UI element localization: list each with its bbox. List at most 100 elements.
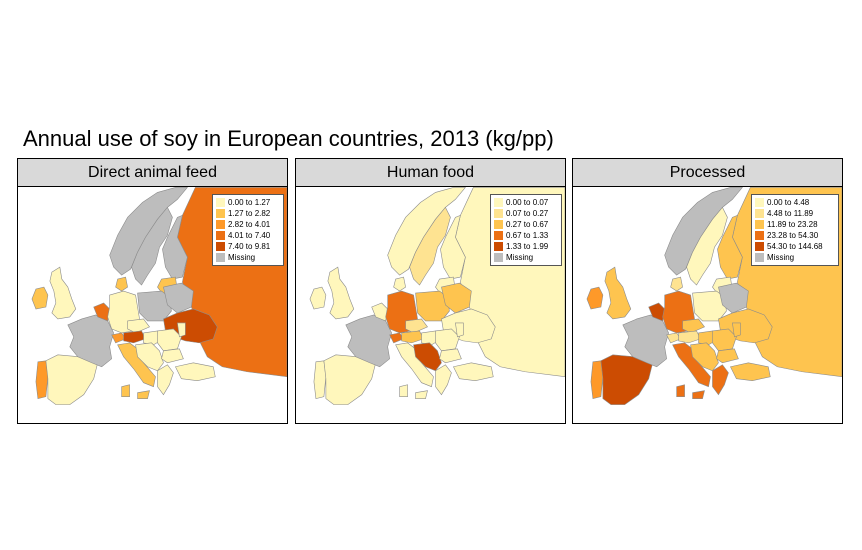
country-czechia (405, 318, 428, 334)
country-poland (137, 290, 172, 322)
legend-label: 0.00 to 4.48 (767, 198, 810, 207)
country-france (67, 314, 114, 368)
legend-label: 11.89 to 23.28 (767, 220, 818, 229)
panel-strip-label: Human food (296, 159, 565, 187)
legend-swatch (755, 209, 764, 218)
country-italy (395, 342, 434, 399)
country-turkey (452, 362, 494, 382)
country-austria (401, 330, 424, 344)
country-greece (712, 364, 729, 396)
legend-entry: Missing (216, 252, 280, 263)
legend-entry: 0.00 to 4.48 (755, 197, 835, 208)
legend-entry: Missing (494, 252, 558, 263)
country-italy (117, 342, 156, 399)
country-portugal (590, 360, 604, 400)
map-legend: 0.00 to 1.27 1.27 to 2.82 2.82 to 4.01 4.01… (212, 194, 284, 266)
country-portugal (35, 360, 49, 400)
country-belarus (441, 282, 472, 314)
country-czechia (127, 318, 150, 334)
legend-entry: 0.67 to 1.33 (494, 230, 558, 241)
legend-entry: Missing (755, 252, 835, 263)
legend-entry: 11.89 to 23.28 (755, 219, 835, 230)
legend-label: 23.28 to 54.30 (767, 231, 819, 240)
country-turkey (729, 362, 771, 382)
legend-swatch (216, 209, 225, 218)
legend-swatch (755, 220, 764, 229)
legend-swatch (755, 198, 764, 207)
legend-label: 0.00 to 1.27 (228, 198, 271, 207)
legend-swatch (216, 220, 225, 229)
country-sweden (131, 206, 173, 286)
country-moldova (455, 322, 464, 338)
legend-swatch (494, 220, 503, 229)
legend-label: Missing (506, 253, 534, 262)
panel-strip-label: Direct animal feed (18, 159, 287, 187)
country-belarus (163, 282, 194, 314)
legend-entry: 54.30 to 144.68 (755, 241, 835, 252)
legend-swatch (216, 242, 225, 251)
country-greece (435, 364, 452, 396)
legend-swatch (755, 253, 764, 262)
country-finland (162, 214, 188, 280)
legend-swatch (494, 253, 503, 262)
legend-label: 0.07 to 0.27 (506, 209, 549, 218)
country-austria (123, 330, 146, 344)
country-balkans (135, 342, 164, 372)
legend-swatch (216, 253, 225, 262)
legend-entry: 23.28 to 54.30 (755, 230, 835, 241)
country-czechia (682, 318, 705, 334)
map-legend: 0.00 to 4.48 4.48 to 11.89 11.89 to 23.28 2… (751, 194, 839, 266)
map-title: Annual use of soy in European countries,… (23, 126, 554, 151)
legend-swatch (494, 209, 503, 218)
country-portugal (313, 360, 327, 400)
country-turkey (174, 362, 216, 382)
panel-direct-animal-feed: Direct animal feed 0.00 to 1.27 1.27 to 2… (17, 158, 288, 424)
country-spain (323, 354, 377, 405)
country-balkans (690, 342, 719, 372)
legend-entry: 7.40 to 9.81 (216, 241, 280, 252)
country-moldova (177, 322, 186, 338)
legend-swatch (755, 231, 764, 240)
legend-entry: 1.33 to 1.99 (494, 241, 558, 252)
country-ireland (31, 286, 49, 310)
legend-label: 0.27 to 0.67 (506, 220, 549, 229)
legend-entry: 4.48 to 11.89 (755, 208, 835, 219)
legend-label: 54.30 to 144.68 (767, 242, 823, 251)
country-bulgaria (439, 348, 462, 364)
country-denmark (670, 276, 683, 292)
country-austria (678, 330, 701, 344)
country-finland (717, 214, 743, 280)
country-sweden (409, 206, 451, 286)
country-finland (440, 214, 466, 280)
country-united-kingdom (327, 266, 355, 320)
legend-label: Missing (228, 253, 256, 262)
legend-swatch (494, 242, 503, 251)
country-moldova (732, 322, 741, 338)
legend-entry: 4.01 to 7.40 (216, 230, 280, 241)
legend-label: 4.01 to 7.40 (228, 231, 271, 240)
legend-label: 1.27 to 2.82 (228, 209, 271, 218)
panel-strip-label: Processed (573, 159, 842, 187)
country-united-kingdom (604, 266, 632, 320)
country-greece (157, 364, 174, 396)
country-spain (600, 354, 654, 405)
legend-entry: 1.27 to 2.82 (216, 208, 280, 219)
panel-human-food: Human food 0.00 to 0.07 0.07 to 0.27 0.27 … (295, 158, 566, 424)
legend-entry: 0.00 to 1.27 (216, 197, 280, 208)
legend-entry: 2.82 to 4.01 (216, 219, 280, 230)
country-belarus (718, 282, 749, 314)
country-france (345, 314, 392, 368)
country-poland (415, 290, 450, 322)
legend-swatch (494, 231, 503, 240)
country-ireland (586, 286, 604, 310)
legend-label: 1.33 to 1.99 (506, 242, 549, 251)
country-ireland (309, 286, 327, 310)
country-spain (45, 354, 99, 405)
legend-entry: 0.07 to 0.27 (494, 208, 558, 219)
legend-entry: 0.00 to 0.07 (494, 197, 558, 208)
map-legend: 0.00 to 0.07 0.07 to 0.27 0.27 to 0.67 0.67… (490, 194, 562, 266)
country-denmark (115, 276, 128, 292)
legend-swatch (755, 242, 764, 251)
panel-processed: Processed 0.00 to 4.48 4.48 to 11.89 11.89… (572, 158, 843, 424)
legend-label: Missing (767, 253, 795, 262)
